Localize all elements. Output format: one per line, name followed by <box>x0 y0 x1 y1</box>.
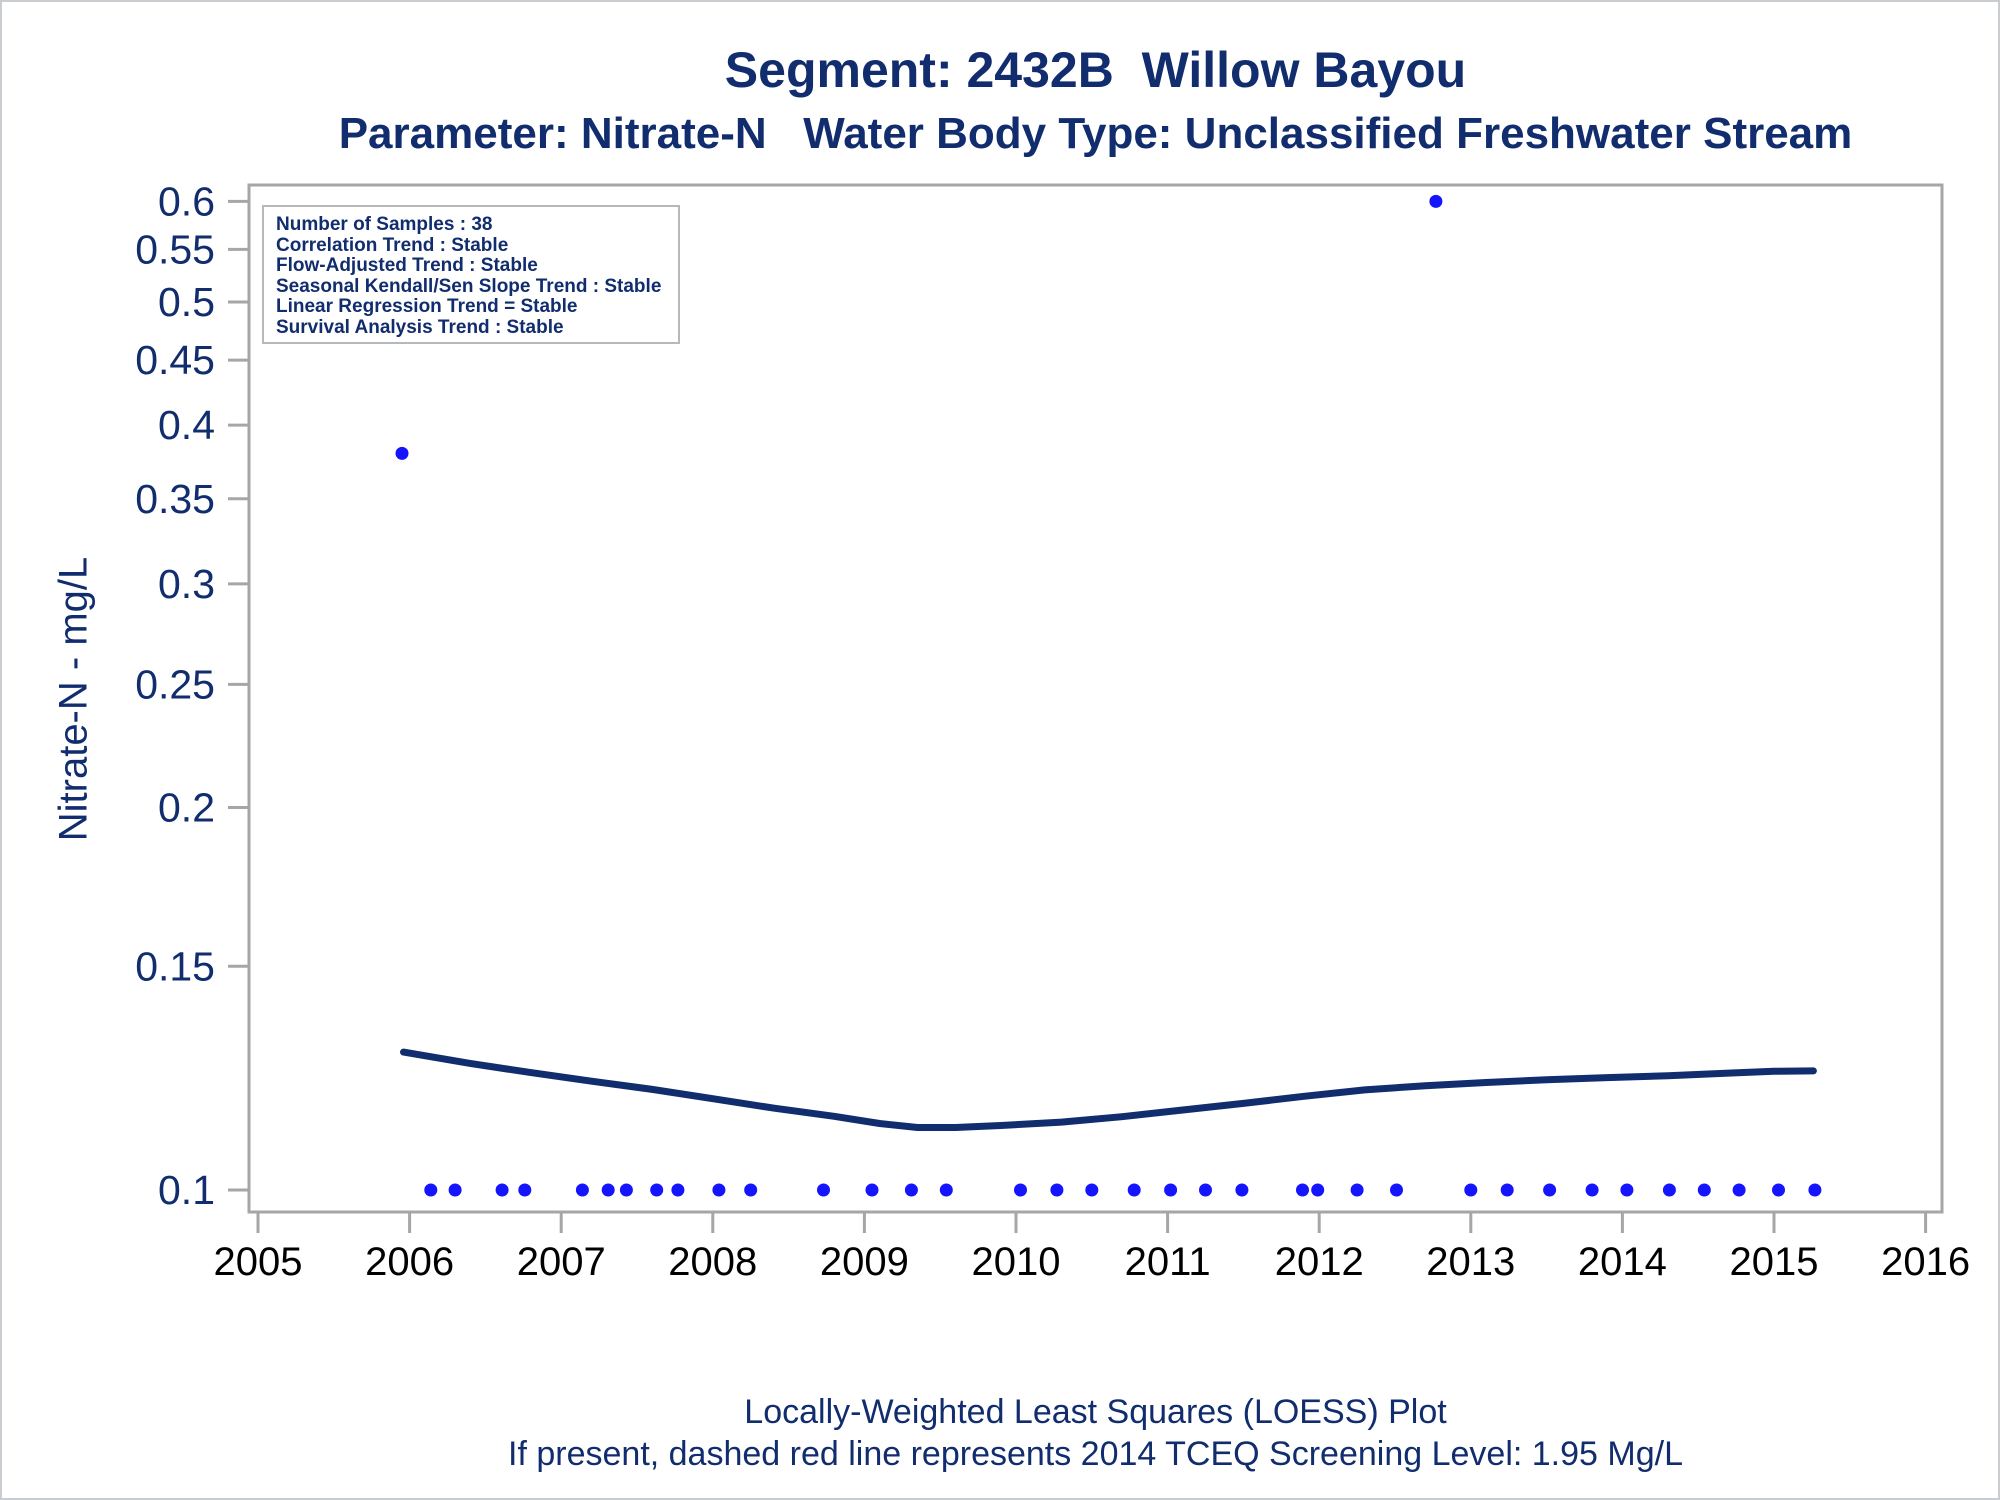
data-point <box>1662 1183 1676 1197</box>
data-point <box>1311 1183 1325 1197</box>
inset-samples-count: Number of Samples : 38 <box>276 214 493 235</box>
plot-frame <box>247 183 1944 1214</box>
chart-title: Segment: 2432B Willow Bayou <box>724 42 1467 98</box>
x-tick-label: 2006 <box>365 1240 454 1284</box>
x-tick-label: 2005 <box>214 1240 303 1284</box>
inset-flow-adjusted-trend: Flow-Adjusted Trend : Stable <box>276 255 538 276</box>
footnote-loess: Locally-Weighted Least Squares (LOESS) P… <box>744 1393 1447 1431</box>
y-tick-label: 0.4 <box>158 402 215 448</box>
stats-inset-box: Number of Samples : 38 Correlation Trend… <box>262 205 680 344</box>
data-point <box>1235 1183 1249 1197</box>
data-point <box>575 1183 589 1197</box>
x-tick-label: 2016 <box>1881 1240 1970 1284</box>
y-tick-label: 0.2 <box>158 785 215 831</box>
data-point <box>1808 1183 1822 1197</box>
x-tick-label: 2015 <box>1730 1240 1819 1284</box>
data-point <box>904 1183 918 1197</box>
data-point <box>1732 1183 1746 1197</box>
x-tick-label: 2010 <box>972 1240 1061 1284</box>
inset-correlation-trend: Correlation Trend : Stable <box>276 234 509 256</box>
data-point <box>424 1183 438 1197</box>
data-point <box>1085 1183 1099 1197</box>
y-tick-label: 0.35 <box>135 476 215 522</box>
data-point <box>1050 1183 1064 1197</box>
x-tick-label: 2013 <box>1426 1240 1515 1284</box>
y-tick-label: 0.3 <box>158 561 215 607</box>
y-tick-label: 0.6 <box>158 178 215 224</box>
data-point <box>448 1183 462 1197</box>
data-point <box>1697 1183 1711 1197</box>
y-tick-label: 0.25 <box>135 661 215 707</box>
data-point <box>619 1183 633 1197</box>
y-tick-label: 0.5 <box>158 279 215 325</box>
data-point <box>1585 1183 1599 1197</box>
inset-linear-regression-trend: Linear Regression Trend = Stable <box>276 296 578 317</box>
data-point <box>1772 1183 1785 1197</box>
x-tick-label: 2011 <box>1125 1240 1211 1284</box>
data-point <box>601 1183 615 1197</box>
inset-survival-analysis-trend: Survival Analysis Trend : Stable <box>276 316 564 338</box>
data-point <box>1164 1183 1178 1197</box>
data-point <box>1014 1183 1027 1197</box>
data-point <box>495 1183 509 1197</box>
data-point <box>817 1183 830 1197</box>
data-point <box>1350 1183 1364 1197</box>
data-point <box>1390 1183 1403 1197</box>
data-point <box>518 1183 532 1197</box>
footnote-screening-level: If present, dashed red line represents 2… <box>508 1435 1683 1473</box>
data-point <box>1199 1183 1212 1197</box>
x-tick-label: 2008 <box>668 1240 757 1284</box>
x-tick-label: 2009 <box>820 1240 909 1284</box>
chart-subtitle: Parameter: Nitrate-N Water Body Type: Un… <box>338 109 1853 158</box>
data-point <box>1127 1183 1141 1197</box>
x-tick-label: 2012 <box>1275 1240 1364 1284</box>
x-tick-label: 2007 <box>517 1240 606 1284</box>
data-point <box>1500 1183 1514 1197</box>
data-point <box>865 1183 879 1197</box>
data-point <box>1296 1183 1309 1197</box>
loess-curve <box>400 1048 1817 1131</box>
y-tick-label: 0.45 <box>135 337 215 383</box>
data-point <box>650 1183 664 1197</box>
data-point <box>395 446 409 460</box>
data-point <box>939 1183 953 1197</box>
y-tick-label: 0.55 <box>135 226 215 272</box>
x-tick-label: 2014 <box>1578 1240 1667 1284</box>
inset-seasonal-kendall-trend: Seasonal Kendall/Sen Slope Trend : Stabl… <box>276 275 662 297</box>
y-tick-label: 0.1 <box>158 1167 215 1213</box>
data-point <box>1464 1183 1478 1197</box>
data-point <box>1543 1183 1557 1197</box>
data-point <box>1620 1183 1634 1197</box>
data-point <box>744 1183 758 1197</box>
data-point <box>712 1183 726 1197</box>
data-point <box>671 1183 685 1197</box>
y-tick-label: 0.15 <box>135 943 215 989</box>
data-point <box>1429 194 1443 208</box>
